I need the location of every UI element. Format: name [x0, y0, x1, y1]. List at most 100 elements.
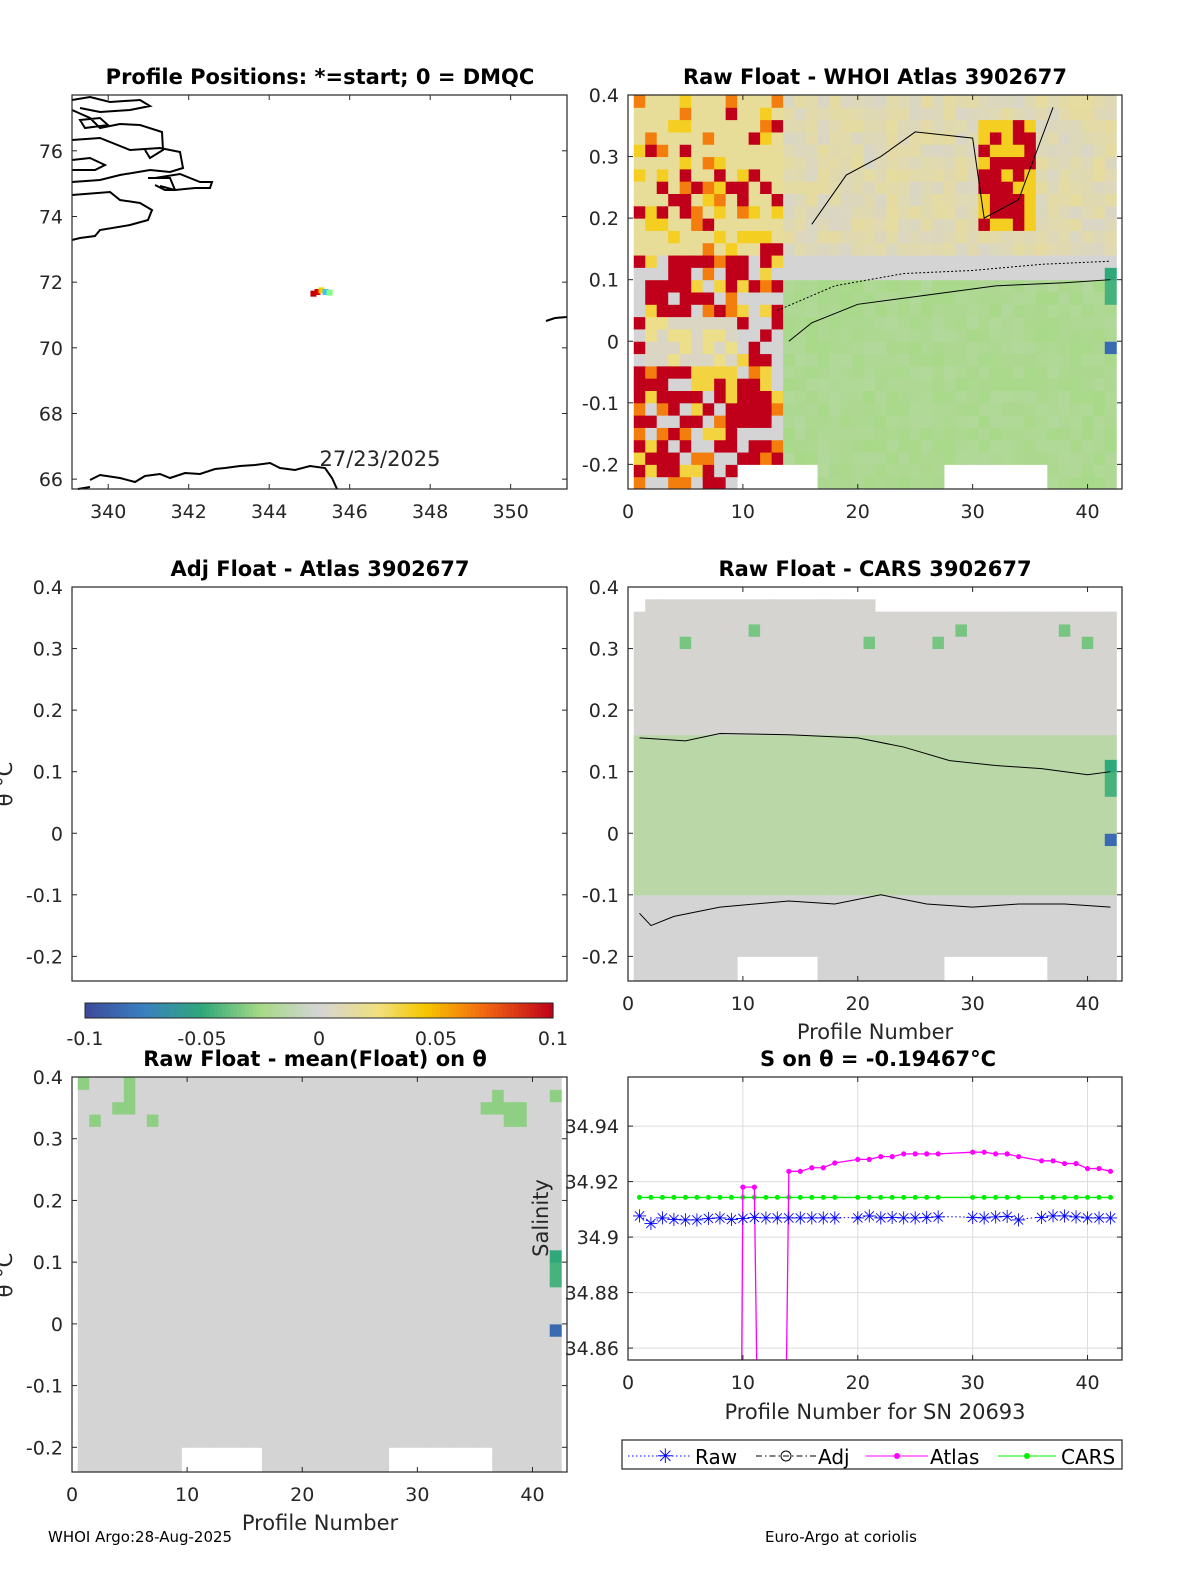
heatmap-cell	[423, 1237, 436, 1251]
heatmap-cell	[760, 808, 773, 822]
heatmap-cell	[760, 107, 773, 121]
heatmap-cell	[423, 1397, 436, 1411]
heatmap-cell	[307, 1138, 320, 1152]
heatmap-cell	[897, 722, 910, 736]
heatmap-cell	[817, 181, 830, 194]
cars-point	[832, 1194, 838, 1200]
heatmap-cell	[503, 1397, 516, 1411]
heatmap-cell	[714, 808, 727, 822]
heatmap-cell	[400, 1360, 413, 1374]
heatmap-cell	[714, 242, 727, 256]
colorbar-tick-label: 0.05	[415, 1028, 457, 1050]
heatmap-cell	[863, 242, 876, 256]
heatmap-cell	[238, 1286, 251, 1300]
heatmap-cell	[817, 919, 830, 933]
heatmap-cell	[645, 747, 658, 760]
heatmap-cell	[1081, 648, 1094, 662]
heatmap-cell	[863, 304, 876, 318]
heatmap-cell	[633, 611, 646, 625]
heatmap-cell	[897, 353, 910, 367]
heatmap-cell	[89, 1237, 102, 1251]
heatmap-cell	[783, 759, 796, 773]
heatmap-cell	[100, 1397, 113, 1411]
heatmap-cell	[817, 808, 830, 822]
heatmap-cell	[656, 968, 669, 982]
heatmap-cell	[434, 1336, 447, 1350]
heatmap-cell	[204, 1360, 217, 1374]
heatmap-cell	[645, 427, 658, 441]
cars-point	[1062, 1194, 1068, 1200]
heatmap-cell	[748, 107, 761, 121]
heatmap-cell	[215, 1089, 228, 1103]
y-tick-label: -0.2	[582, 454, 619, 476]
colorbar-segment	[478, 1003, 484, 1018]
heatmap-cell	[989, 882, 1002, 896]
heatmap-cell	[1001, 882, 1014, 896]
heatmap-cell	[943, 439, 956, 453]
heatmap-cell	[284, 1138, 297, 1152]
heatmap-cell	[771, 808, 784, 822]
heatmap-cell	[307, 1089, 320, 1103]
y-tick-label: 68	[39, 403, 63, 425]
heatmap-cell	[875, 808, 887, 822]
heatmap-cell	[331, 1459, 344, 1473]
heatmap-cell	[760, 193, 773, 207]
y-tick-label: 72	[39, 272, 63, 294]
heatmap-cell	[434, 1348, 447, 1362]
float-position-marker	[322, 289, 329, 295]
heatmap-cell	[411, 1286, 424, 1300]
raw-asterisk-marker: ✳	[919, 1208, 934, 1229]
heatmap-cell	[515, 1089, 528, 1103]
heatmap-cell	[411, 1212, 424, 1226]
heatmap-cell	[1035, 218, 1048, 231]
heatmap-cell	[480, 1274, 493, 1288]
legend-raw-asterisk-icon: ✳	[657, 1444, 674, 1468]
heatmap-cell	[943, 402, 956, 416]
heatmap-cell	[989, 771, 1002, 785]
heatmap-cell	[633, 341, 646, 355]
heatmap-cell	[388, 1237, 401, 1251]
heatmap-cell	[1012, 833, 1025, 847]
heatmap-cell	[423, 1410, 436, 1424]
heatmap-cell	[181, 1262, 194, 1275]
heatmap-cell	[817, 230, 830, 244]
heatmap-cell	[526, 1385, 539, 1399]
heatmap-cell	[817, 611, 830, 625]
heatmap-cell	[875, 131, 887, 145]
heatmap-cell	[342, 1151, 355, 1164]
heatmap-cell	[1047, 882, 1060, 896]
heatmap-cell	[89, 1274, 102, 1288]
heatmap-cell	[354, 1225, 367, 1238]
heatmap-cell	[633, 623, 646, 637]
heatmap-cell	[296, 1212, 309, 1226]
heatmap-cell	[492, 1323, 505, 1337]
heatmap-cell	[123, 1373, 136, 1387]
cars-point	[970, 1194, 976, 1200]
heatmap-cell	[978, 328, 991, 342]
heatmap-cell	[492, 1459, 505, 1473]
heatmap-cell	[480, 1225, 493, 1238]
heatmap-cell	[978, 218, 991, 231]
heatmap-cell	[250, 1311, 263, 1325]
heatmap-cell	[526, 1459, 539, 1473]
heatmap-cell	[112, 1237, 125, 1251]
raw-asterisk-marker: ✳	[850, 1209, 865, 1230]
y-tick-label: 0.4	[33, 1067, 63, 1089]
heatmap-cell	[886, 255, 899, 268]
heatmap-cell	[434, 1175, 447, 1189]
heatmap-cell	[966, 857, 979, 871]
heatmap-cell	[515, 1274, 528, 1288]
heatmap-cell	[966, 230, 979, 244]
heatmap-cell	[100, 1299, 113, 1313]
heatmap-cell	[794, 894, 807, 908]
heatmap-cell	[966, 784, 979, 797]
heatmap-cell	[852, 907, 865, 920]
heatmap-cell	[319, 1336, 332, 1350]
heatmap-cell	[1001, 279, 1014, 293]
heatmap-cell	[1047, 820, 1060, 834]
heatmap-cell	[875, 439, 887, 453]
heatmap-cell	[1024, 168, 1037, 182]
heatmap-cell	[227, 1311, 240, 1325]
heatmap-cell	[1012, 894, 1025, 908]
atlas-point	[1061, 1160, 1068, 1167]
